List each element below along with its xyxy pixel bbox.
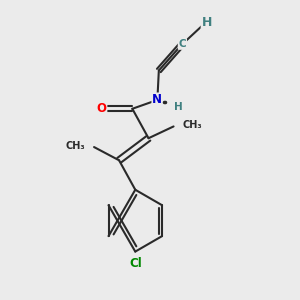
Text: C: C	[178, 39, 186, 49]
Text: O: O	[96, 102, 106, 115]
Text: Cl: Cl	[129, 257, 142, 271]
Text: N: N	[152, 93, 162, 106]
Text: CH₃: CH₃	[66, 141, 85, 151]
Text: CH₃: CH₃	[182, 120, 202, 130]
Text: H: H	[202, 16, 212, 29]
Text: H: H	[174, 102, 182, 112]
